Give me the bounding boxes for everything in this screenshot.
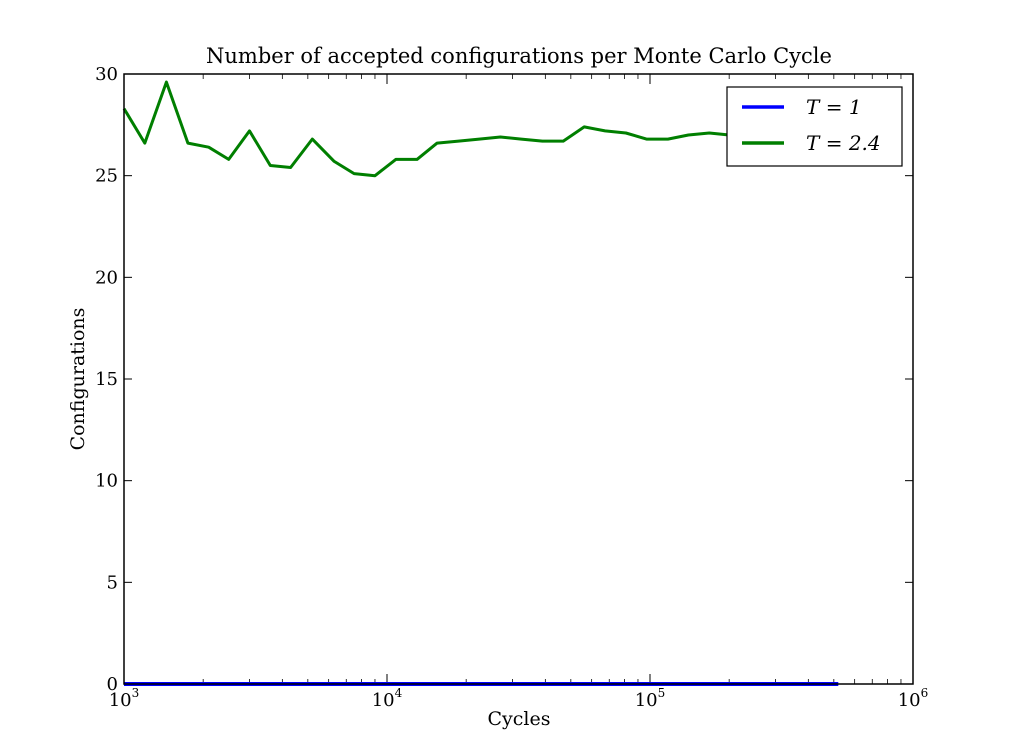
x-tick-exponent: 5 <box>658 686 666 700</box>
x-tick-exponent: 4 <box>395 686 403 700</box>
x-tick-label: 104 <box>372 686 403 711</box>
y-tick-label: 0 <box>107 674 118 695</box>
y-tick-label: 10 <box>95 471 118 492</box>
x-tick-base: 10 <box>898 690 921 711</box>
x-tick-exponent: 3 <box>132 686 140 700</box>
legend-box <box>726 86 903 167</box>
y-axis-label: Configurations <box>67 308 89 451</box>
x-tick-base: 10 <box>635 690 658 711</box>
x-tick-label: 103 <box>109 686 140 711</box>
x-tick-exponent: 6 <box>921 686 929 700</box>
x-tick-label: 105 <box>635 686 666 711</box>
legend-label-0: T = 1 <box>806 95 862 119</box>
y-tick-label: 15 <box>95 369 118 390</box>
plot-frame <box>123 73 914 685</box>
legend: T = 1 T = 2.4 <box>726 86 903 167</box>
y-tick-label: 5 <box>107 572 118 593</box>
series-line-1 <box>122 80 839 178</box>
x-tick-label: 106 <box>898 686 929 711</box>
y-tick-label: 20 <box>95 267 118 288</box>
y-tick-label: 30 <box>95 64 118 85</box>
chart-title: Number of accepted configurations per Mo… <box>206 44 832 68</box>
x-tick-base: 10 <box>372 690 395 711</box>
x-axis-label: Cycles <box>488 708 551 730</box>
x-tick-base: 10 <box>109 690 132 711</box>
y-tick-label: 25 <box>95 166 118 187</box>
legend-label-1: T = 2.4 <box>806 131 881 155</box>
plot-lines <box>122 80 839 686</box>
